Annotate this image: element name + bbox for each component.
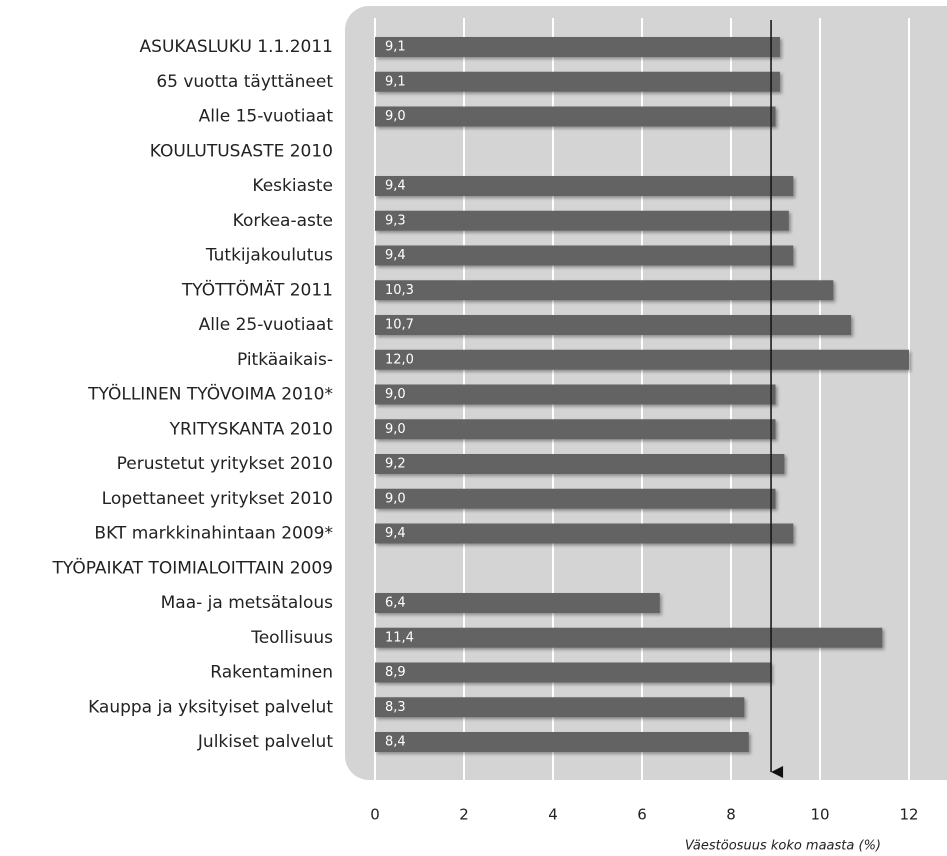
value-label: 9,0 bbox=[385, 109, 406, 124]
bar bbox=[375, 71, 780, 92]
bar bbox=[375, 454, 785, 474]
category-label: BKT markkinahintaan 2009* bbox=[94, 524, 333, 544]
bar bbox=[375, 349, 909, 370]
category-label: Teollisuus bbox=[250, 628, 333, 648]
category-label: Tutkijakoulutus bbox=[205, 246, 333, 266]
category-label: Keskiaste bbox=[252, 176, 333, 196]
x-tick-label: 0 bbox=[370, 806, 380, 824]
bar bbox=[375, 419, 776, 440]
category-label: ASUKASLUKU 1.1.2011 bbox=[140, 37, 333, 57]
value-label: 9,4 bbox=[385, 179, 406, 194]
value-label: 10,3 bbox=[385, 283, 414, 298]
category-label: TYÖTTÖMÄT 2011 bbox=[181, 278, 333, 300]
x-tick-label: 12 bbox=[899, 806, 918, 824]
bar bbox=[375, 210, 789, 231]
bar bbox=[375, 627, 883, 648]
value-label: 9,0 bbox=[385, 491, 406, 506]
value-label: 11,4 bbox=[385, 630, 414, 645]
bar bbox=[375, 384, 776, 405]
value-label: 12,0 bbox=[385, 352, 414, 367]
category-label: Rakentaminen bbox=[210, 663, 333, 683]
category-label: Julkiset palvelut bbox=[197, 732, 333, 752]
category-label: KOULUTUSASTE 2010 bbox=[150, 141, 333, 161]
bar bbox=[375, 662, 772, 683]
x-tick-label: 6 bbox=[637, 806, 647, 824]
category-label: YRITYSKANTA 2010 bbox=[169, 419, 333, 439]
value-label: 9,1 bbox=[385, 74, 406, 89]
bar bbox=[375, 488, 776, 509]
value-label: 10,7 bbox=[385, 318, 414, 333]
category-label: TYÖLLINEN TYÖVOIMA 2010* bbox=[87, 383, 333, 405]
bar bbox=[375, 37, 780, 57]
value-label: 9,4 bbox=[385, 248, 406, 263]
bar bbox=[375, 176, 794, 196]
bar bbox=[375, 593, 660, 613]
value-label: 8,9 bbox=[385, 665, 406, 680]
value-label: 9,3 bbox=[385, 213, 406, 228]
value-label: 8,4 bbox=[385, 735, 406, 750]
value-label: 9,0 bbox=[385, 422, 406, 437]
x-tick-label: 2 bbox=[459, 806, 469, 824]
x-tick-label: 10 bbox=[810, 806, 829, 824]
bar bbox=[375, 732, 749, 752]
value-label: 9,2 bbox=[385, 457, 406, 472]
x-tick-label: 8 bbox=[726, 806, 736, 824]
value-label: 8,3 bbox=[385, 700, 406, 715]
value-label: 9,4 bbox=[385, 526, 406, 541]
category-label: Kauppa ja yksityiset palvelut bbox=[88, 697, 333, 717]
category-label: Korkea-aste bbox=[233, 211, 333, 231]
value-label: 6,4 bbox=[385, 596, 406, 611]
category-label: Alle 25-vuotiaat bbox=[199, 315, 334, 335]
x-tick-label: 4 bbox=[548, 806, 558, 824]
bar bbox=[375, 523, 794, 544]
category-label: 65 vuotta täyttäneet bbox=[156, 72, 333, 92]
category-label: Lopettaneet yritykset 2010 bbox=[102, 489, 333, 509]
category-label: Maa- ja metsätalous bbox=[161, 593, 334, 613]
category-label: Alle 15-vuotiaat bbox=[199, 107, 334, 127]
bar bbox=[375, 280, 834, 301]
x-axis-label: Väestöosuus koko maasta (%) bbox=[685, 839, 881, 854]
bar bbox=[375, 697, 745, 718]
category-label: Pitkäaikais- bbox=[237, 350, 333, 370]
bar bbox=[375, 315, 852, 335]
value-label: 9,1 bbox=[385, 40, 406, 55]
value-label: 9,0 bbox=[385, 387, 406, 402]
category-label: Perustetut yritykset 2010 bbox=[117, 454, 333, 474]
category-label: TYÖPAIKAT TOIMIALOITTAIN 2009 bbox=[52, 556, 334, 578]
bar bbox=[375, 245, 794, 266]
bar bbox=[375, 106, 776, 127]
